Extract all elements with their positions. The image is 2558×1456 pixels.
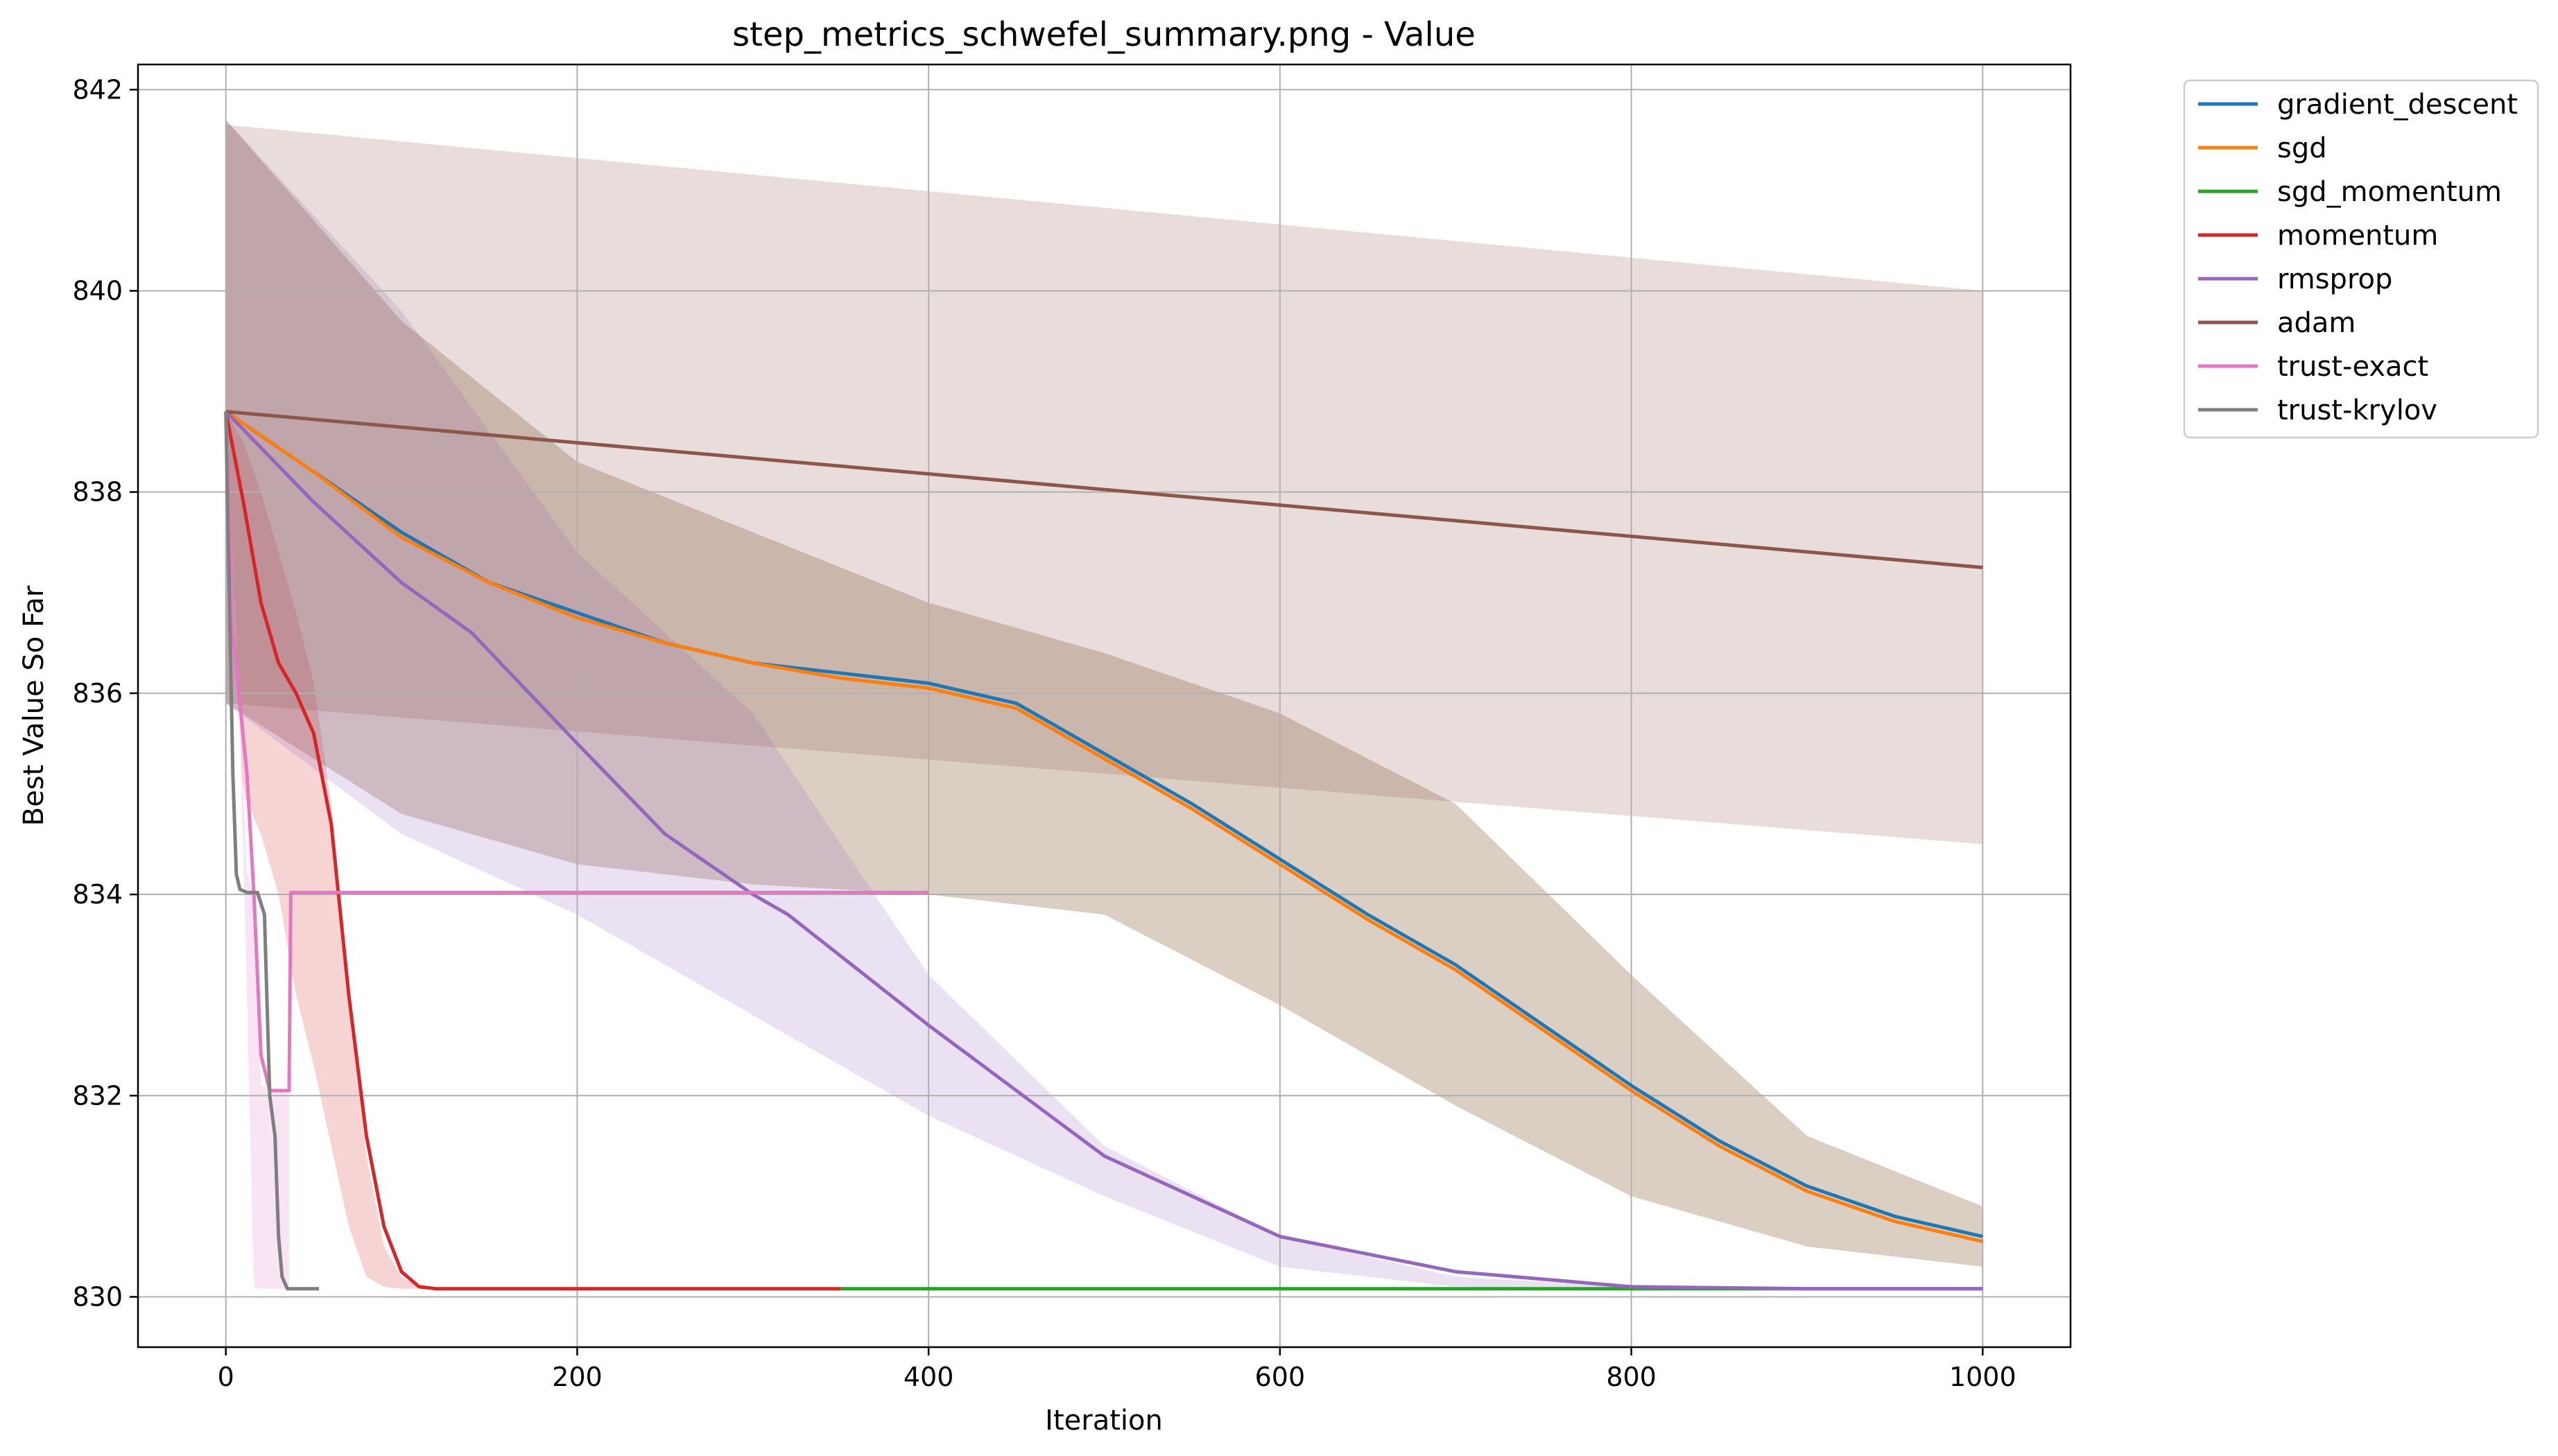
series-line-momentum xyxy=(224,411,841,1291)
y-tick-label: 838 xyxy=(72,477,123,508)
legend-label-rmsprop: rmsprop xyxy=(2277,263,2392,295)
x-axis-label: Iteration xyxy=(1045,1405,1163,1437)
plot-frame xyxy=(137,63,2072,1349)
series-line-trust-krylov xyxy=(224,411,319,1291)
series-line-sgd xyxy=(225,410,1983,1244)
chart-title: step_metrics_schwefel_summary.png - Valu… xyxy=(732,15,1476,54)
band-trust-exact xyxy=(225,411,289,1289)
x-ticks: 0 200 400 600 800 1000 xyxy=(218,1347,2016,1392)
y-axis-label: Best Value So Far xyxy=(18,585,50,826)
band-adam xyxy=(225,125,1983,844)
y-tick-label: 842 xyxy=(72,74,123,105)
x-tick-label: 1000 xyxy=(1949,1362,2016,1392)
y-tick-label: 830 xyxy=(72,1281,123,1312)
y-tick-label: 836 xyxy=(72,678,123,709)
series-line-rmsprop xyxy=(224,410,1983,1291)
legend-label-momentum: momentum xyxy=(2277,220,2438,252)
band-momentum xyxy=(225,411,420,1289)
y-tick-label: 834 xyxy=(72,879,123,910)
grid-layer xyxy=(138,64,2071,1347)
x-tick-label: 0 xyxy=(218,1362,234,1392)
legend-label-sgd: sgd xyxy=(2277,132,2327,164)
legend-label-adam: adam xyxy=(2277,307,2356,339)
series-line-trust-exact xyxy=(224,411,929,1093)
y-tick-label: 840 xyxy=(72,275,123,306)
y-tick-label: 832 xyxy=(72,1080,123,1111)
x-tick-label: 600 xyxy=(1255,1362,1306,1392)
legend-label-sgd_momentum: sgd_momentum xyxy=(2277,176,2502,208)
x-tick-label: 800 xyxy=(1606,1362,1657,1392)
legend-frame xyxy=(2183,79,2539,439)
lines-layer xyxy=(224,410,1983,1291)
series-line-adam xyxy=(225,410,1983,569)
x-tick-label: 200 xyxy=(552,1362,603,1392)
legend-label-gradient_descent: gradient_descent xyxy=(2277,89,2518,121)
x-tick-label: 400 xyxy=(904,1362,954,1392)
legend-label-trust-krylov: trust-krylov xyxy=(2277,395,2437,426)
legend-label-trust-exact: trust-exact xyxy=(2277,351,2428,383)
y-ticks: 830 832 834 836 838 840 842 xyxy=(72,74,138,1312)
